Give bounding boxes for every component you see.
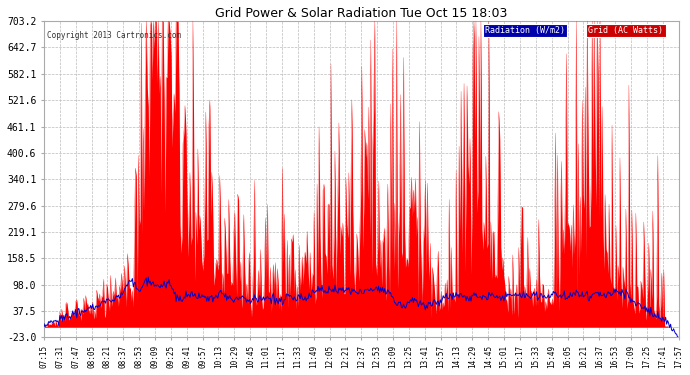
- Text: Grid (AC Watts): Grid (AC Watts): [589, 26, 664, 35]
- Text: Radiation (W/m2): Radiation (W/m2): [485, 26, 565, 35]
- Title: Grid Power & Solar Radiation Tue Oct 15 18:03: Grid Power & Solar Radiation Tue Oct 15 …: [215, 7, 507, 20]
- Text: Copyright 2013 Cartronics.com: Copyright 2013 Cartronics.com: [47, 31, 181, 40]
